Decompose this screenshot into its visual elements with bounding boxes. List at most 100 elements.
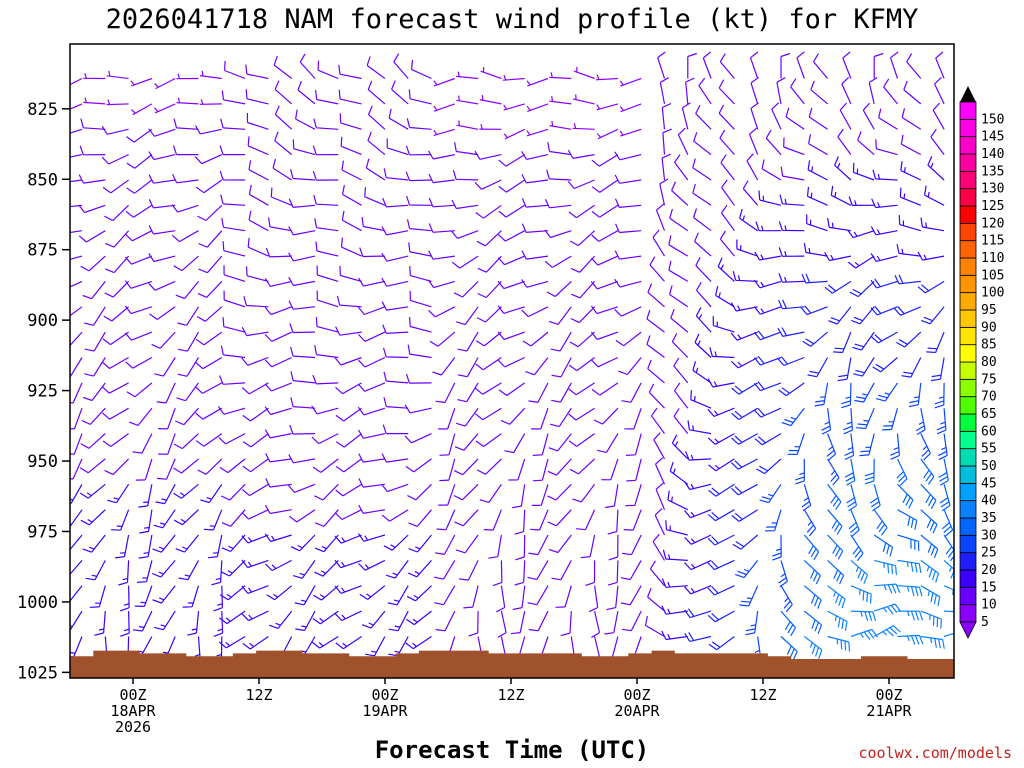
wind-barb [707, 585, 735, 596]
wind-barb [148, 174, 176, 184]
wind-barb [551, 382, 572, 403]
wind-barb [707, 559, 735, 571]
wind-barb [198, 255, 223, 274]
wind-barb [293, 560, 316, 579]
wind-barb [677, 127, 689, 155]
wind-barb [568, 204, 595, 219]
wind-barb [515, 534, 526, 561]
wind-barb [335, 326, 362, 336]
wind-barb [732, 534, 759, 550]
wind-barb [873, 625, 901, 638]
wind-barb [544, 229, 572, 239]
wind-barb [707, 378, 735, 388]
wind-barb [457, 357, 479, 378]
wind-barb [432, 357, 456, 376]
wind-barb [924, 185, 945, 206]
wind-barb [544, 255, 572, 268]
colorbar-top-arrow [960, 86, 976, 102]
wind-barb [118, 560, 130, 586]
wind-barb [223, 265, 246, 282]
wind-barb [551, 357, 572, 378]
wind-barb [779, 194, 805, 206]
wind-barb [382, 324, 409, 334]
x-tick-label: 00Z [371, 686, 398, 704]
colorbar-label: 5 [981, 615, 989, 630]
terrain-fill [70, 650, 954, 678]
wind-barb [102, 407, 129, 420]
wind-barb [875, 139, 898, 156]
wind-barb [405, 373, 432, 384]
colorbar-swatch [959, 534, 977, 554]
y-tick-label: 825 [27, 100, 58, 120]
wind-barb [241, 326, 269, 337]
wind-barb [245, 266, 269, 282]
wind-barb [607, 560, 619, 586]
wind-barb [358, 277, 386, 287]
wind-barb [334, 610, 362, 622]
wind-barb [195, 356, 223, 370]
wind-barb [85, 560, 106, 581]
wind-barb [290, 534, 316, 552]
wind-barb [82, 382, 106, 402]
wind-barb [101, 154, 129, 165]
wind-barb [826, 433, 837, 461]
wind-barb [241, 483, 269, 497]
wind-barb [707, 610, 735, 623]
wind-barb [458, 560, 479, 581]
wind-barb [358, 331, 386, 342]
wind-barb [684, 481, 712, 491]
wind-barb [211, 560, 223, 586]
wind-barb [454, 509, 479, 527]
wind-barb [500, 407, 526, 425]
wind-barb [497, 610, 507, 638]
wind-barb [383, 371, 409, 384]
wind-barb [772, 534, 782, 561]
wind-barb [407, 559, 432, 578]
wind-barb [393, 53, 409, 79]
wind-barb [852, 331, 875, 351]
colorbar-label: 70 [981, 390, 997, 405]
wind-barb [780, 610, 797, 637]
wind-barb [154, 77, 176, 90]
wind-barb [221, 90, 246, 105]
colorbar-swatch [959, 170, 977, 190]
wind-barb [620, 560, 642, 581]
wind-barb [572, 123, 595, 130]
wind-barb [781, 407, 805, 427]
wind-barb [177, 357, 200, 377]
wind-barb [456, 95, 479, 105]
wind-barb [548, 306, 572, 325]
wind-barb [694, 333, 712, 358]
wind-barb [178, 560, 200, 581]
wind-barb [428, 306, 456, 318]
wind-barb [591, 610, 601, 639]
colorbar-swatch [959, 292, 977, 311]
wind-barb [361, 217, 386, 232]
wind-barb [102, 433, 129, 447]
wind-barb [334, 585, 362, 594]
wind-barb [83, 97, 106, 105]
wind-barb [869, 484, 881, 512]
wind-barb [194, 125, 222, 135]
wind-barb [776, 77, 786, 105]
wind-barb [313, 194, 339, 206]
wind-barb [850, 585, 872, 604]
wind-barb [503, 128, 525, 140]
wind-barb [901, 357, 922, 378]
wind-barb [220, 559, 246, 577]
wind-barb [878, 108, 898, 130]
wind-barb [79, 483, 106, 499]
wind-barb [220, 118, 246, 130]
wind-barb [474, 179, 502, 190]
wind-barb [315, 90, 339, 105]
wind-barb [648, 383, 665, 409]
wind-barb [941, 509, 954, 537]
wind-barb [274, 105, 293, 130]
wind-barb [614, 278, 642, 288]
wind-barb [405, 458, 432, 473]
wind-barb [932, 102, 945, 130]
wind-barb [731, 407, 759, 421]
wind-barb [827, 458, 840, 486]
wind-barb [173, 483, 199, 499]
wind-barb [428, 197, 455, 208]
